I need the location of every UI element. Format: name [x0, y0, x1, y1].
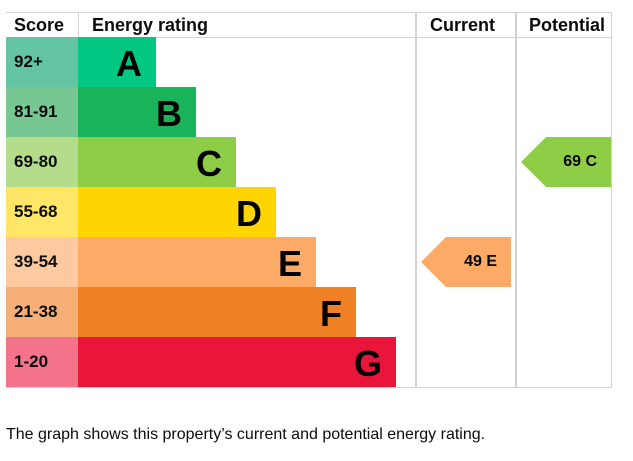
header-potential: Potential — [529, 15, 606, 35]
score-range-g: 1-20 — [6, 337, 78, 387]
caption: The graph shows this property’s current … — [6, 426, 486, 443]
rating-bar-e: E — [78, 237, 316, 287]
rating-bar-b: B — [78, 87, 196, 137]
col-divider — [78, 12, 79, 37]
rating-bar-f: F — [78, 287, 356, 337]
potential-rating-arrow: 69 C — [521, 137, 611, 187]
score-range-d: 55-68 — [6, 187, 78, 237]
current-rating-arrow: 49 E — [421, 237, 511, 287]
rating-bar-g: G — [78, 337, 396, 387]
score-range-f: 21-38 — [6, 287, 78, 337]
col-divider — [515, 12, 517, 388]
score-range-e: 39-54 — [6, 237, 78, 287]
rating-bar-c: C — [78, 137, 236, 187]
score-range-b: 81-91 — [6, 87, 78, 137]
header-energy-rating: Energy rating — [92, 15, 209, 35]
bottom-border — [6, 387, 612, 388]
header-score: Score — [14, 15, 65, 35]
col-divider — [415, 12, 417, 388]
header-current: Current — [430, 15, 496, 35]
rating-bar-a: A — [78, 37, 156, 87]
score-range-a: 92+ — [6, 37, 78, 87]
col-divider — [611, 12, 612, 388]
rating-bar-d: D — [78, 187, 276, 237]
header-divider — [6, 37, 612, 38]
top-border — [6, 12, 612, 13]
score-range-c: 69-80 — [6, 137, 78, 187]
